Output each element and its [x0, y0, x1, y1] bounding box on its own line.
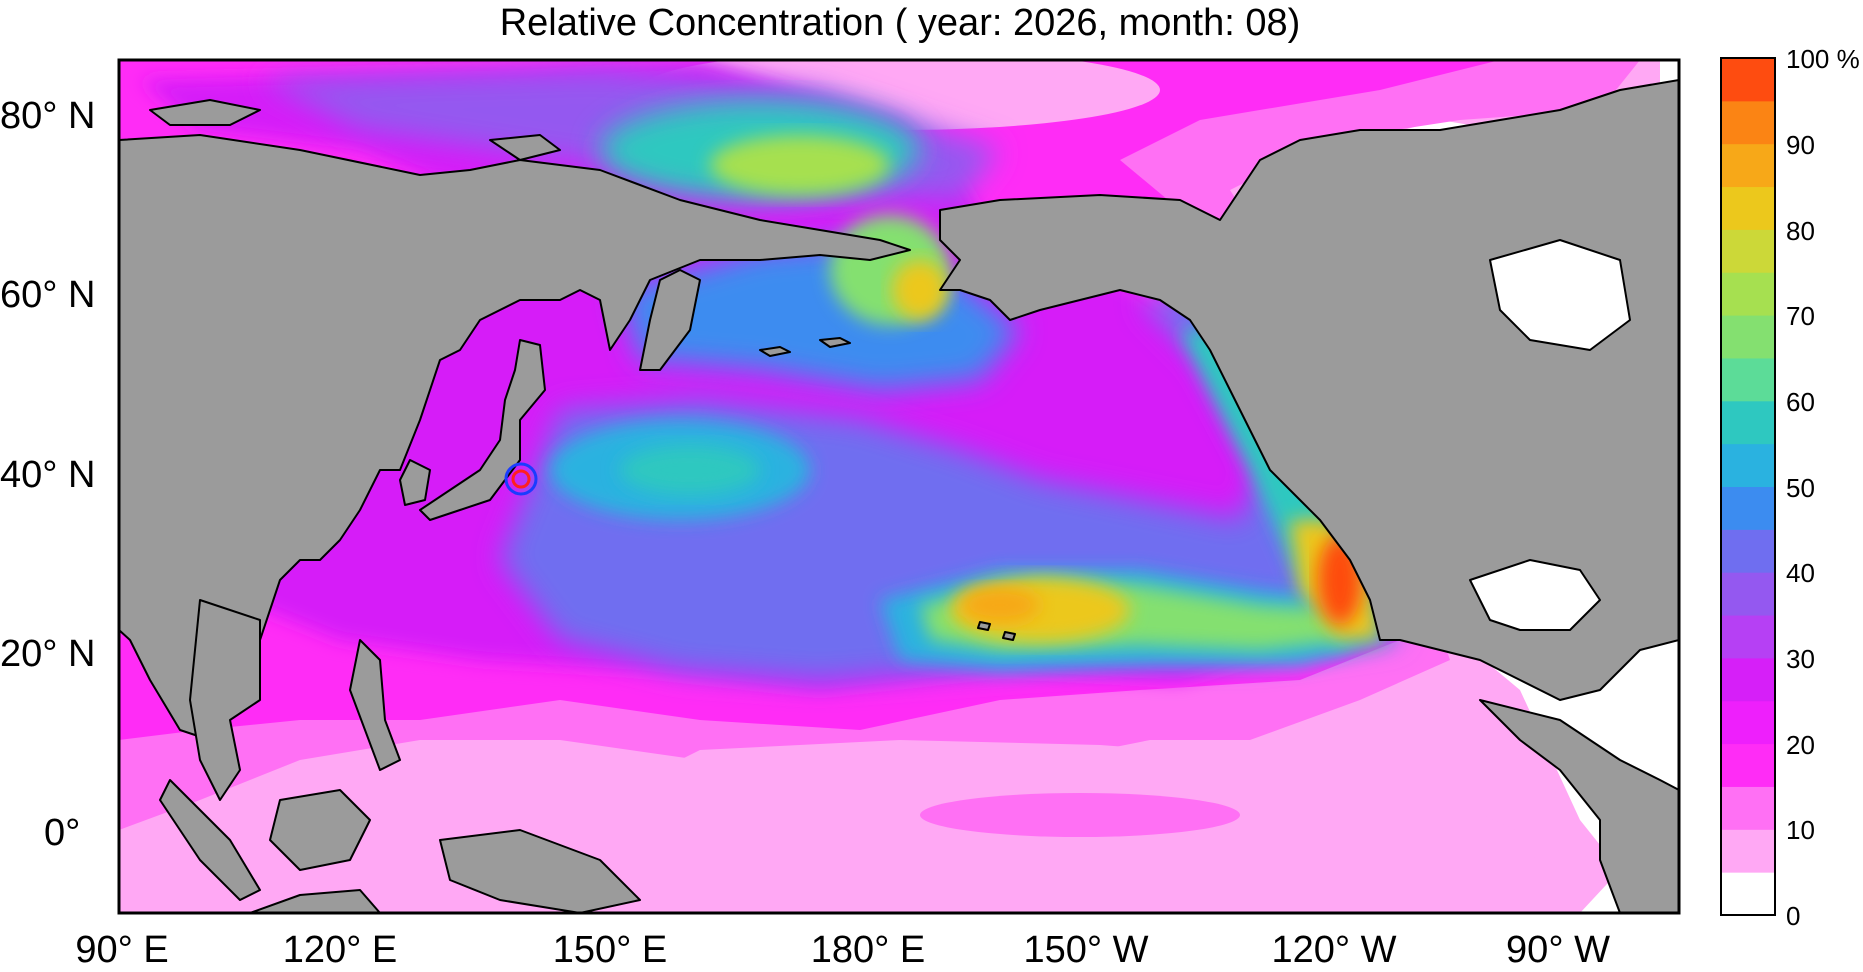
colorbar-label-30: 30 — [1786, 644, 1815, 674]
bering-yellow-core — [892, 260, 948, 320]
equatorial-band — [920, 793, 1240, 837]
north-america — [939, 79, 1679, 701]
new-guinea — [439, 829, 641, 913]
lat-label-80n: 80° N — [0, 95, 95, 137]
lat-label-20n: 20° N — [0, 633, 95, 675]
lon-label-180e: 180° E — [811, 929, 926, 971]
midlat-teal-core — [620, 445, 760, 495]
indochina — [189, 599, 261, 801]
land-masses — [119, 79, 1679, 913]
colorbar-bin-80 — [1721, 186, 1775, 230]
colorbar-label-60: 60 — [1786, 387, 1815, 417]
lon-label-150e: 150° E — [553, 929, 668, 971]
arctic-green-core — [710, 135, 890, 195]
colorbar-bin-0 — [1721, 872, 1775, 916]
marker-outer-ring — [504, 462, 538, 496]
hudson-bay — [1489, 239, 1631, 351]
colorbar-bin-25 — [1721, 657, 1775, 702]
lon-label-90e: 90° E — [75, 929, 168, 971]
gulf-of-mexico — [1469, 559, 1601, 631]
arctic-island-1 — [149, 99, 261, 126]
kamchatka — [639, 269, 701, 371]
lat-label-40n: 40° N — [0, 454, 95, 496]
latitude-labels: 80° N 60° N 40° N 20° N 0° — [0, 95, 95, 854]
sumatra — [159, 779, 261, 901]
central-america — [1479, 699, 1679, 913]
map-title: Relative Concentration ( year: 2026, mon… — [499, 2, 1301, 44]
lat-label-60n: 60° N — [0, 274, 95, 316]
colorbar-bin-10 — [1721, 786, 1775, 830]
colorbar-bin-95 — [1721, 58, 1775, 102]
korea — [399, 459, 431, 506]
colorbar-bin-85 — [1721, 143, 1775, 188]
borneo — [269, 789, 371, 871]
colorbar-bin-75 — [1721, 229, 1775, 273]
colorbar-bin-70 — [1721, 272, 1775, 316]
aleutians — [759, 337, 851, 357]
colorbar-bin-50 — [1721, 443, 1775, 487]
colorbar-bin-15 — [1721, 743, 1775, 787]
hawaii-orange-core — [960, 587, 1040, 623]
map-panel — [119, 60, 1679, 913]
colorbar-label-70: 70 — [1786, 301, 1815, 331]
marker-inner-ring — [511, 469, 531, 489]
colorbar-frame — [1720, 57, 1776, 916]
australia — [249, 889, 381, 913]
colorbar-label-100: 100 % — [1786, 44, 1860, 74]
colorbar-label-80: 80 — [1786, 216, 1815, 246]
location-marker — [504, 462, 538, 496]
colorbar-labels: 100 % 90 80 70 60 50 40 30 20 10 0 — [1786, 44, 1860, 931]
philippines — [349, 639, 401, 771]
colorbar-label-10: 10 — [1786, 815, 1815, 845]
colorbar-label-40: 40 — [1786, 558, 1815, 588]
lon-label-90w: 90° W — [1506, 929, 1610, 971]
arctic-island-2 — [489, 134, 561, 161]
colorbar-bin-55 — [1721, 400, 1775, 445]
colorbar-bin-40 — [1721, 529, 1775, 573]
colorbar — [1721, 58, 1775, 916]
colorbar-label-0: 0 — [1786, 901, 1800, 931]
colorbar-bin-45 — [1721, 486, 1775, 530]
colorbar-bin-5 — [1721, 829, 1775, 873]
colorbar-bin-35 — [1721, 572, 1775, 616]
lon-label-120w: 120° W — [1271, 929, 1396, 971]
colorbar-bin-60 — [1721, 357, 1775, 402]
colorbar-bin-30 — [1721, 615, 1775, 659]
colorbar-label-50: 50 — [1786, 473, 1815, 503]
lon-label-150w: 150° W — [1023, 929, 1148, 971]
longitude-labels: 90° E 120° E 150° E 180° E 150° W 120° W… — [75, 929, 1610, 971]
colorbar-bin-65 — [1721, 315, 1775, 359]
colorbar-label-20: 20 — [1786, 730, 1815, 760]
colorbar-label-90: 90 — [1786, 130, 1815, 160]
japan — [419, 339, 546, 521]
lon-label-120e: 120° E — [283, 929, 398, 971]
map-frame — [117, 58, 1681, 915]
colorbar-bin-20 — [1721, 700, 1775, 745]
colorbar-bin-90 — [1721, 100, 1775, 145]
hawaii-islands — [977, 621, 1016, 641]
lat-label-0: 0° — [44, 812, 80, 854]
